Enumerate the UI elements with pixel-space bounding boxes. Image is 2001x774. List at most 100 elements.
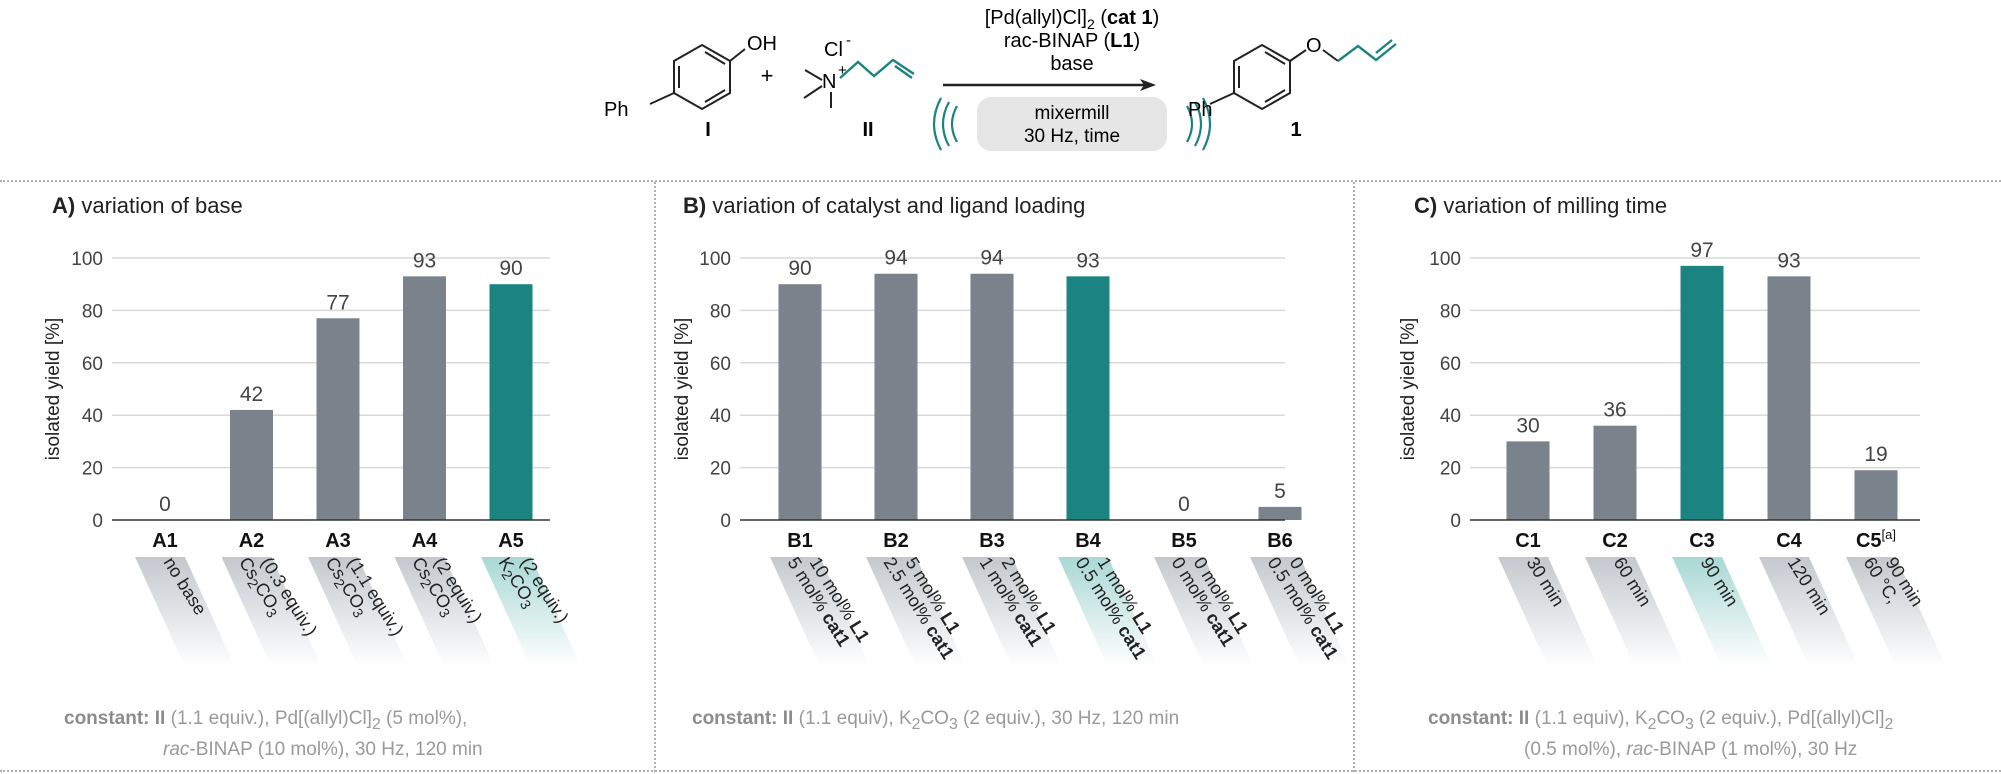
category-label: C2	[1602, 530, 1628, 552]
category-label: A5	[498, 530, 524, 552]
category-label: A3	[325, 530, 351, 552]
bar	[1506, 441, 1550, 520]
bar	[1680, 265, 1724, 520]
category-label: C1	[1515, 530, 1541, 552]
y-tick-label: 20	[82, 459, 103, 480]
mixermill-label: mixermill	[1035, 103, 1110, 124]
data-label: 36	[1603, 399, 1626, 422]
data-label: 93	[1777, 249, 1800, 272]
ph-label-right: Ph	[1188, 99, 1212, 121]
condition-banner	[866, 557, 966, 667]
oh-label: OH	[747, 33, 777, 55]
y-tick-label: 80	[710, 301, 731, 322]
y-tick-label: 100	[71, 249, 103, 270]
panel-c-footnote: constant: II (1.1 equiv), K2CO3 (2 equiv…	[1428, 708, 1894, 760]
category-label: B1	[787, 530, 813, 552]
data-label: 0	[1178, 493, 1190, 516]
separator-ab	[654, 182, 656, 772]
condition-banner	[1672, 557, 1772, 667]
data-label: 90	[499, 257, 522, 280]
reactant-biphenylol-structure	[649, 43, 746, 111]
reactant-i-label: I	[705, 119, 711, 141]
y-axis-label: isolated yield [%]	[1398, 318, 1419, 461]
mixermill-box	[977, 97, 1167, 151]
condition-catalyst: [Pd(allyl)Cl]2 (cat 1)	[985, 7, 1160, 32]
product-label: 1	[1290, 119, 1301, 141]
reaction-scheme: OH Ph I + Cl - N + II [Pd(allyl)Cl]2 (ca…	[604, 7, 1397, 151]
bar	[489, 284, 533, 520]
category-label: B2	[883, 530, 909, 552]
y-tick-label: 60	[82, 354, 103, 375]
nitrogen-label: N	[822, 71, 836, 93]
y-tick-label: 80	[82, 301, 103, 322]
condition-banner	[1498, 557, 1598, 667]
category-label: B3	[979, 530, 1005, 552]
bar	[970, 273, 1014, 520]
panel-c-title: C) variation of milling time	[1414, 193, 1668, 218]
separator-bc	[1353, 182, 1355, 772]
y-tick-label: 20	[710, 459, 731, 480]
condition-banner	[221, 557, 322, 667]
bar	[1767, 276, 1811, 520]
y-tick-label: 0	[92, 511, 103, 532]
chloride-label: Cl	[824, 39, 843, 61]
mixermill-conditions: 30 Hz, time	[1024, 126, 1120, 147]
data-label: 0	[159, 493, 171, 516]
bar	[1593, 425, 1637, 520]
condition-banner	[308, 557, 408, 667]
separator-top	[0, 180, 2001, 182]
reactant-ii-label: II	[862, 119, 873, 141]
y-tick-label: 40	[710, 406, 731, 427]
condition-ligand: rac-BINAP (L1)	[1004, 30, 1140, 52]
category-label: A4	[412, 530, 438, 552]
category-label: C5[a]	[1856, 527, 1896, 552]
category-label: C4	[1776, 530, 1802, 552]
y-axis-label: isolated yield [%]	[672, 318, 693, 461]
y-tick-label: 0	[720, 511, 731, 532]
vibration-waves-icon	[932, 97, 1212, 151]
data-label: 30	[1516, 414, 1539, 437]
condition-banner	[135, 557, 235, 667]
bar	[1066, 276, 1110, 520]
data-label: 19	[1864, 443, 1887, 466]
condition-banner	[1585, 557, 1685, 667]
separator-bottom	[0, 770, 2001, 772]
plus-sign: +	[761, 63, 774, 88]
bar	[1258, 506, 1302, 520]
data-label: 97	[1690, 239, 1713, 262]
data-label: 5	[1274, 480, 1286, 503]
panel-a-title: A) variation of base	[52, 193, 243, 218]
y-tick-label: 100	[699, 249, 731, 270]
panel-b-title: B) variation of catalyst and ligand load…	[683, 193, 1086, 218]
allyl-group-product	[1337, 39, 1397, 62]
data-label: 77	[326, 291, 349, 314]
condition-banner	[1250, 557, 1350, 667]
condition-banner	[1154, 557, 1254, 667]
bar	[230, 409, 273, 520]
data-label: 42	[240, 383, 263, 406]
y-tick-label: 60	[1440, 354, 1461, 375]
y-tick-label: 40	[82, 406, 103, 427]
bar	[403, 276, 446, 520]
condition-banner	[1846, 557, 1946, 667]
product-structure	[1209, 43, 1339, 111]
y-tick-label: 100	[1429, 249, 1461, 270]
condition-banner	[1058, 557, 1158, 667]
ph-label-left: Ph	[604, 99, 628, 121]
condition-banner	[1759, 557, 1859, 667]
data-label: 94	[980, 247, 1004, 270]
allyl-group-left	[839, 58, 915, 79]
category-label: B5	[1171, 530, 1197, 552]
data-label: 93	[1076, 249, 1099, 272]
condition-banner	[770, 557, 870, 667]
condition-banner	[394, 557, 495, 667]
allyl-ammonium-structure	[803, 69, 832, 108]
condition-base: base	[1050, 53, 1093, 75]
y-axis-label: isolated yield [%]	[43, 318, 64, 461]
panel-a-footnote: constant: II (1.1 equiv.), Pd[(allyl)Cl]…	[64, 708, 483, 760]
reaction-arrow	[943, 79, 1156, 91]
bar	[1854, 470, 1898, 520]
